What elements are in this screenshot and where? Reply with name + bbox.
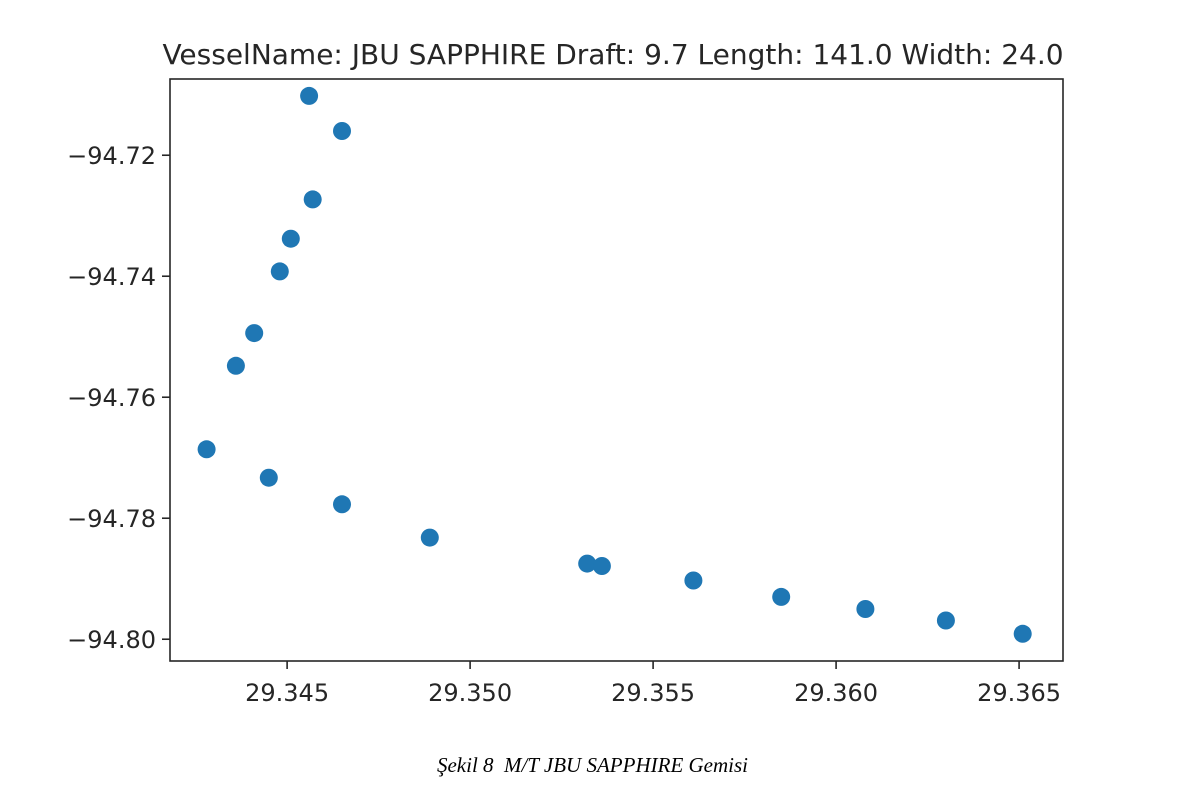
data-point-3 <box>303 190 322 209</box>
y-axis: −94.72 −94.74 −94.76 −94.78 −94.80 <box>67 142 170 654</box>
data-point-15 <box>772 587 791 606</box>
data-point-16 <box>856 600 875 618</box>
x-axis: 29.345 29.350 29.355 29.360 29.365 <box>245 661 1061 707</box>
x-tick-label: 29.355 <box>611 679 695 707</box>
y-tick-label: −94.74 <box>67 263 156 291</box>
data-point-4 <box>281 229 300 248</box>
scatter-points <box>197 86 1032 643</box>
x-tick-label: 29.350 <box>428 679 512 707</box>
data-point-5 <box>270 262 289 281</box>
data-point-12 <box>578 554 597 573</box>
y-tick-label: −94.78 <box>67 505 156 533</box>
x-tick-label: 29.365 <box>977 679 1061 707</box>
data-point-7 <box>226 356 245 375</box>
y-tick-label: −94.80 <box>67 626 156 654</box>
chart-title: VesselName: JBU SAPPHIRE Draft: 9.7 Leng… <box>162 38 1063 71</box>
x-tick-label: 29.360 <box>794 679 878 707</box>
data-point-10 <box>333 495 351 514</box>
data-point-11 <box>420 528 439 547</box>
scatter-chart: VesselName: JBU SAPPHIRE Draft: 9.7 Leng… <box>67 38 1064 707</box>
plot-frame <box>169 78 1064 662</box>
figure-caption: Şekil 8 M/T JBU SAPPHIRE Gemisi <box>436 753 749 777</box>
data-point-17 <box>936 611 955 630</box>
data-point-13 <box>592 557 611 575</box>
data-point-1 <box>300 86 319 105</box>
x-tick-label: 29.345 <box>245 679 329 707</box>
data-point-6 <box>245 324 264 343</box>
data-point-8 <box>197 440 216 459</box>
data-point-2 <box>333 122 351 140</box>
y-tick-label: −94.72 <box>67 142 156 170</box>
data-point-9 <box>259 468 278 487</box>
y-tick-label: −94.76 <box>67 384 156 412</box>
data-point-14 <box>684 571 703 590</box>
data-point-18 <box>1013 624 1032 643</box>
